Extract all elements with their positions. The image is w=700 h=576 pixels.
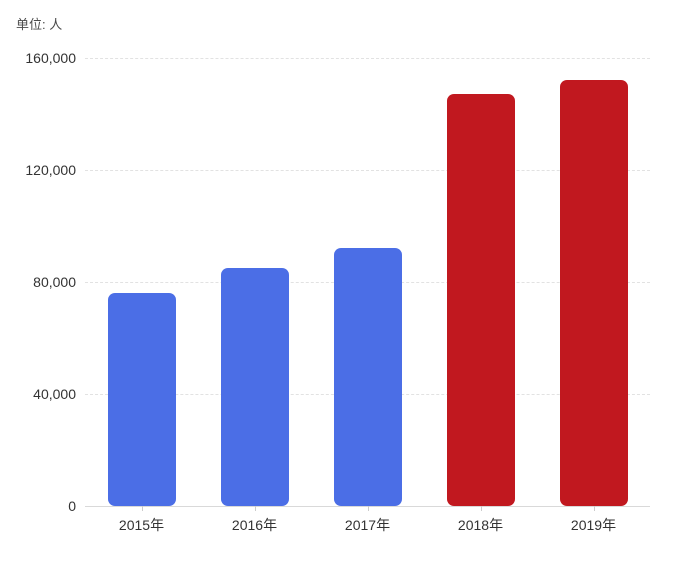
bar-2017[interactable] <box>333 248 402 506</box>
bar-2018[interactable] <box>446 94 515 506</box>
gridline-120000 <box>85 170 650 171</box>
x-axis-tick <box>254 506 256 511</box>
y-axis-tick-label: 120,000 <box>25 162 76 178</box>
x-axis-tick-label-2017: 2017年 <box>344 517 391 533</box>
y-axis-tick-label: 40,000 <box>33 386 76 402</box>
x-axis-tick <box>141 506 143 511</box>
plot-area <box>85 58 650 507</box>
y-axis-unit-label: 单位: 人 <box>16 17 63 32</box>
x-axis-tick <box>480 506 482 511</box>
y-axis-tick-label: 80,000 <box>33 274 76 290</box>
x-axis-tick-label-2019: 2019年 <box>570 517 617 533</box>
gridline-160000 <box>85 58 650 59</box>
x-axis-tick <box>367 506 369 511</box>
bar-2016[interactable] <box>220 268 289 506</box>
x-axis-tick <box>593 506 595 511</box>
bar-2019[interactable] <box>559 80 628 506</box>
x-axis-tick-label-2016: 2016年 <box>231 517 278 533</box>
y-axis-tick-label: 0 <box>68 498 76 514</box>
bar-2015[interactable] <box>107 293 176 506</box>
x-axis-tick-label-2015: 2015年 <box>118 517 165 533</box>
y-axis-tick-label: 160,000 <box>25 50 76 66</box>
x-axis-tick-label-2018: 2018年 <box>457 517 504 533</box>
